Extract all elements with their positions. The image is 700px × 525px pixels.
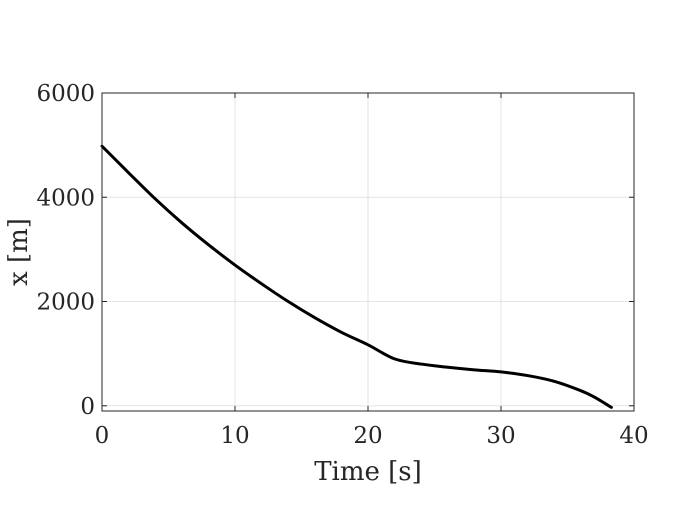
x-tick-label: 10 [220,423,249,449]
y-tick-label: 4000 [36,185,95,211]
series-line [100,144,613,409]
x-tick-label: 20 [353,423,382,449]
plot-series [100,144,613,409]
y-tick-label: 2000 [36,290,95,316]
x-axis-ticks: 0 10 20 30 40 [95,93,649,449]
x-tick-label: 30 [486,423,515,449]
grid [101,92,635,411]
x-tick-label: 0 [95,423,110,449]
y-axis-ticks: 0 2000 4000 6000 [36,81,634,420]
y-axis-label: x [m] [4,218,34,286]
x-tick-label: 40 [619,423,648,449]
x-axis-label: Time [s] [314,457,422,487]
y-tick-label: 6000 [36,81,95,107]
y-tick-label: 0 [80,394,95,420]
